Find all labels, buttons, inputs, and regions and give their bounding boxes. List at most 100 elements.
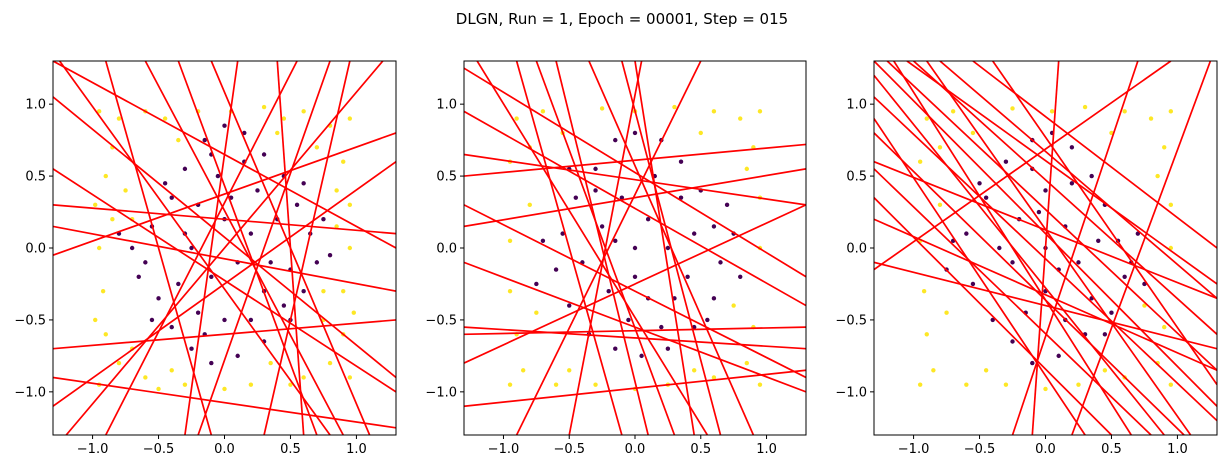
panel-middle-class0-point-33 xyxy=(724,202,730,208)
panel-left-class1-point-2 xyxy=(116,116,122,121)
panel-middle-class0-point-14 xyxy=(613,346,618,351)
panel-right-class1-point-15 xyxy=(1168,382,1174,387)
panel-right-class0-point-33 xyxy=(977,181,982,186)
panel-right-class0-point-20 xyxy=(1076,260,1081,265)
panel-right-class0-point-25 xyxy=(1096,238,1101,244)
panel-middle-separator-line-2 xyxy=(464,326,806,350)
panel-right-class1-point-12 xyxy=(917,382,923,387)
panel-right-class1-point-8 xyxy=(1155,173,1160,179)
panel-left-class0-point-6 xyxy=(261,152,267,157)
panel-middle-class1-point-10 xyxy=(553,382,559,387)
panel-left-class1-point-44 xyxy=(176,137,181,143)
panel-right-class1-point-27 xyxy=(937,202,943,208)
panel-middle-class1-point-13 xyxy=(744,360,750,366)
panel-left-class0-point-5 xyxy=(242,130,247,136)
panel-right-class1-point-9 xyxy=(924,332,929,337)
panel-middle-class0-point-40 xyxy=(534,281,539,287)
panel-left-class0-point-3 xyxy=(202,137,207,143)
panel-left-class0-point-11 xyxy=(301,288,306,294)
panel-middle-class1-point-32 xyxy=(567,368,572,373)
panel-right-separator-line-21 xyxy=(893,61,1132,435)
panel-right-separator-line-17 xyxy=(874,74,1165,435)
panel-left-separator-line-9 xyxy=(144,61,344,435)
panel-middle-xtick-label-0: −1.0 xyxy=(488,442,520,457)
panel-middle-separator-line-15 xyxy=(634,61,696,435)
panel-left-separator-line-16 xyxy=(58,61,331,435)
panel-middle-xtick-label-1: −0.5 xyxy=(553,442,585,457)
panel-left-separator-line-15 xyxy=(53,376,396,429)
panel-left-class1-point-24 xyxy=(96,245,102,251)
panel-middle-separator-line-5 xyxy=(464,204,806,379)
panel-middle-marks xyxy=(464,61,806,435)
panel-middle-class0-point-2 xyxy=(593,166,598,172)
panel-right-class0-point-14 xyxy=(1010,339,1015,344)
panel-left-class1-point-13 xyxy=(116,360,122,366)
panel-left-class0-point-40 xyxy=(268,260,273,265)
panel-middle-class1-point-31 xyxy=(698,130,703,136)
panel-middle-separator-line-14 xyxy=(588,61,755,435)
panel-middle-ytick-label-4: 1.0 xyxy=(436,98,457,113)
panel-left-separator-line-11 xyxy=(65,61,384,435)
panel-middle-ticks: −1.0 −0.5 0.0 0.5 1.0 −1.0 −0.5 0.0 0.5 1.0 xyxy=(425,98,776,457)
panel-right-class0-point-12 xyxy=(1056,353,1061,359)
panel-middle-class1-point-0 xyxy=(514,116,519,121)
panel-left-separator-line-1 xyxy=(53,96,396,379)
panel-middle-class0-point-16 xyxy=(567,303,572,308)
panel-right-separator-line-4 xyxy=(913,61,1217,335)
panel-right-class1-point-30 xyxy=(970,130,976,136)
panel-left-xtick-label-2: 0.0 xyxy=(214,442,235,457)
panel-middle-class0-point-23 xyxy=(606,288,611,294)
panel-middle-class1-point-29 xyxy=(731,303,736,308)
panel-left-class0-point-27 xyxy=(176,281,181,287)
panel-left-ytick-label-4: 1.0 xyxy=(25,98,46,113)
panel-right-separator-line-3 xyxy=(874,132,1185,435)
panel-right-class1-point-11 xyxy=(964,382,969,387)
panel-left-class0-point-2 xyxy=(182,166,188,172)
panel-right-class0-point-2 xyxy=(1003,159,1009,164)
panel-middle-separator-line-13 xyxy=(476,61,709,435)
panel-left-class0-point-37 xyxy=(136,274,141,279)
panel-middle-class0-point-29 xyxy=(659,324,664,330)
panel-left-separator-line-13 xyxy=(53,61,396,249)
panel-right-class0-point-13 xyxy=(1030,360,1035,366)
panel-right-separator-line-8 xyxy=(874,261,1217,350)
panel-right-class1-point-21 xyxy=(1043,386,1048,392)
panel-middle: −1.0 −0.5 0.0 0.5 1.0 −1.0 −0.5 0.0 0.5 1.0 xyxy=(425,60,807,457)
panel-middle-class1-point-2 xyxy=(540,109,546,114)
panel-middle-class0-point-36 xyxy=(632,245,638,251)
panel-right-class1-point-20 xyxy=(921,288,927,294)
panel-middle-separator-line-19 xyxy=(464,168,806,228)
panel-middle-class0-point-4 xyxy=(632,130,638,136)
panel-left-separator-line-3 xyxy=(53,160,396,407)
panel-right-xtick-label-0: −1.0 xyxy=(898,442,930,457)
panel-left-xtick-label-0: −1.0 xyxy=(77,442,109,457)
panel-middle-class0-point-6 xyxy=(678,159,684,164)
panel-right-class1-point-22 xyxy=(1076,382,1081,387)
panel-right-ytick-label-4: 1.0 xyxy=(846,98,867,113)
panel-left-class0-point-19 xyxy=(143,260,148,265)
panel-middle-class0-point-22 xyxy=(632,274,638,279)
panel-left-class1-point-29 xyxy=(261,104,267,110)
panel-right-class0-point-9 xyxy=(1122,274,1127,279)
panel-right-class0-point-0 xyxy=(964,231,969,236)
panel-middle-class1-point-11 xyxy=(507,382,513,387)
panel-left-class0-point-1 xyxy=(169,195,174,200)
panel-left-class1-point-19 xyxy=(347,375,353,380)
panel-left-class0-point-25 xyxy=(209,274,214,279)
panel-left-class1-point-36 xyxy=(110,217,115,222)
panel-middle-class0-point-9 xyxy=(718,260,723,265)
panel-left-class1-point-27 xyxy=(248,382,254,387)
panel-left-class0-point-33 xyxy=(248,317,254,323)
panel-right-class1-point-3 xyxy=(917,159,923,164)
panel-right-separator-line-6 xyxy=(939,61,1217,299)
panel-right-class0-point-10 xyxy=(1109,310,1114,315)
panel-right-class0-point-34 xyxy=(1102,332,1108,337)
panel-left-class1-point-47 xyxy=(268,360,273,366)
panel-middle-separator-line-9 xyxy=(555,61,649,435)
panel-right-class1-point-6 xyxy=(1168,109,1174,114)
panel-left-ytick-label-0: −1.0 xyxy=(14,385,46,400)
panel-middle-ytick-label-2: 0.0 xyxy=(436,242,457,257)
panel-left-class0-point-44 xyxy=(149,317,155,323)
panel-left-class0-point-45 xyxy=(281,303,287,308)
panel-right-xtick-label-4: 1.0 xyxy=(1167,442,1188,457)
